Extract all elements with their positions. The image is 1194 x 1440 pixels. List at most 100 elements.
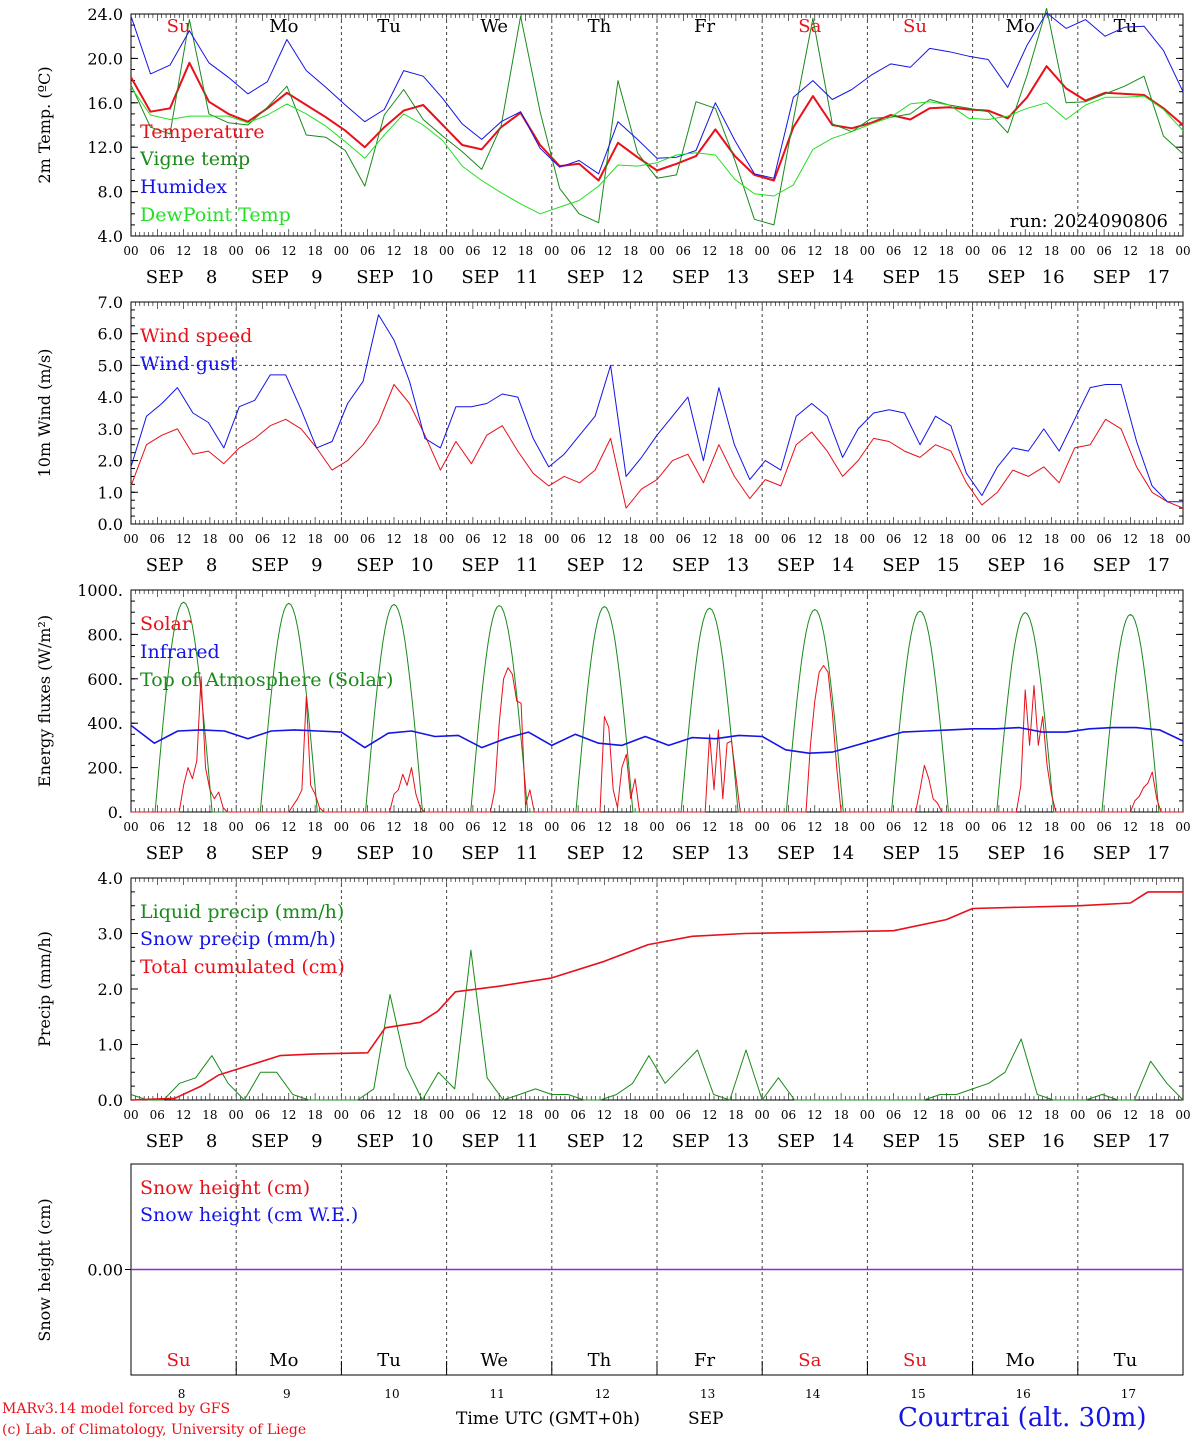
hour-tick-label: 06: [570, 1108, 585, 1122]
day-label: 14: [831, 843, 854, 864]
hour-tick-label: 06: [255, 820, 270, 834]
weekday-label: Tu: [377, 1350, 401, 1371]
hour-tick-label: 00: [1175, 244, 1190, 258]
hour-tick-label: 12: [1123, 532, 1138, 546]
hour-tick-label: 18: [1044, 820, 1059, 834]
hour-tick-label: 00: [1175, 532, 1190, 546]
hour-tick-label: 12: [386, 532, 401, 546]
hour-tick-label: 18: [939, 1108, 954, 1122]
hour-tick-label: 00: [649, 244, 664, 258]
y-tick-label: 1000.: [77, 581, 123, 600]
legend-entry: Solar: [140, 613, 192, 635]
month-label: SEP: [461, 267, 499, 288]
panel-3: Energy fluxes (W/m²) 0. 200. 400. 600. 800. 10…: [35, 581, 1191, 864]
hour-tick-label: 18: [623, 1108, 638, 1122]
day-number: 15: [910, 1387, 925, 1401]
hour-tick-label: 18: [939, 820, 954, 834]
hour-tick-label: 00: [544, 244, 559, 258]
hour-tick-label: 00: [334, 820, 349, 834]
day-number: 11: [490, 1387, 505, 1401]
month-label: SEP: [356, 843, 394, 864]
series-line: [130, 7, 1184, 226]
y-tick-label: 4.0: [98, 388, 123, 407]
hour-tick-label: 12: [176, 1108, 191, 1122]
hour-tick-label: 06: [781, 1108, 796, 1122]
y-tick-label: 1.0: [98, 1036, 123, 1055]
hour-tick-label: 00: [965, 1108, 980, 1122]
weekday-label: Tu: [1114, 16, 1138, 37]
weekday-label: We: [480, 1350, 508, 1371]
month-label: SEP: [356, 1131, 394, 1152]
weekday-label: Su: [167, 1350, 191, 1371]
month-label: SEP: [146, 1131, 184, 1152]
day-number: 17: [1121, 1387, 1136, 1401]
legend-entry: Temperature: [140, 121, 264, 143]
weekday-label: Th: [588, 1350, 612, 1371]
hour-tick-label: 18: [1149, 1108, 1164, 1122]
hour-tick-label: 12: [1123, 244, 1138, 258]
y-tick-label: 6.0: [98, 325, 123, 344]
month-label: SEP: [1093, 843, 1131, 864]
hour-tick-label: 06: [465, 820, 480, 834]
y-axis-label: 10m Wind (m/s): [35, 349, 54, 478]
hour-tick-label: 00: [123, 1108, 138, 1122]
hour-tick-label: 18: [728, 820, 743, 834]
y-tick-label: 8.0: [98, 183, 123, 202]
day-label: 16: [1042, 555, 1065, 576]
hour-tick-label: 00: [123, 820, 138, 834]
day-label: 14: [831, 267, 854, 288]
y-tick-label: 0.0: [98, 515, 123, 534]
hour-tick-label: 12: [492, 1108, 507, 1122]
hour-tick-label: 18: [202, 244, 217, 258]
hour-tick-label: 06: [1096, 820, 1111, 834]
hour-tick-label: 00: [755, 532, 770, 546]
hour-tick-label: 18: [833, 820, 848, 834]
series-line: [130, 61, 1184, 182]
day-label: 17: [1147, 555, 1170, 576]
station-name: Courtrai (alt. 30m): [898, 1403, 1147, 1433]
day-label: 12: [621, 267, 644, 288]
month-label: SEP: [777, 555, 815, 576]
y-tick-label: 0.00: [87, 1261, 123, 1280]
month-label: SEP: [251, 843, 289, 864]
hour-tick-label: 18: [1044, 1108, 1059, 1122]
hour-tick-label: 00: [860, 244, 875, 258]
day-label: 15: [937, 843, 960, 864]
day-label: 11: [516, 267, 539, 288]
hour-tick-label: 12: [1123, 1108, 1138, 1122]
day-label: 10: [411, 843, 434, 864]
hour-tick-label: 06: [465, 244, 480, 258]
hour-tick-label: 18: [833, 532, 848, 546]
hour-tick-label: 00: [439, 532, 454, 546]
hour-tick-label: 12: [386, 244, 401, 258]
day-number: 14: [805, 1387, 821, 1401]
day-label: 17: [1147, 843, 1170, 864]
month-label: SEP: [987, 1131, 1025, 1152]
hour-tick-label: 06: [150, 1108, 165, 1122]
hour-tick-label: 12: [807, 1108, 822, 1122]
hour-tick-label: 18: [1044, 532, 1059, 546]
hour-tick-label: 00: [649, 532, 664, 546]
hour-tick-label: 06: [570, 532, 585, 546]
hour-tick-label: 06: [781, 532, 796, 546]
hour-tick-label: 00: [860, 532, 875, 546]
hour-tick-label: 18: [728, 244, 743, 258]
legend-entry: Top of Atmosphere (Solar): [140, 669, 393, 691]
y-axis-label: 2m Temp. (ºC): [35, 66, 54, 183]
hour-tick-label: 12: [702, 820, 717, 834]
month-label: SEP: [461, 555, 499, 576]
weekday-label: Sa: [798, 1350, 821, 1371]
hour-tick-label: 06: [991, 1108, 1006, 1122]
hour-tick-label: 18: [833, 1108, 848, 1122]
day-label: 11: [516, 843, 539, 864]
day-label: 12: [621, 555, 644, 576]
day-label: 11: [516, 1131, 539, 1152]
month-label: SEP: [672, 843, 710, 864]
hour-tick-label: 00: [649, 820, 664, 834]
hour-tick-label: 18: [307, 244, 322, 258]
month-label: SEP: [672, 555, 710, 576]
hour-tick-label: 12: [281, 820, 296, 834]
hour-tick-label: 18: [202, 820, 217, 834]
hour-tick-label: 06: [676, 244, 691, 258]
legend-entry: Vigne temp: [139, 148, 250, 170]
